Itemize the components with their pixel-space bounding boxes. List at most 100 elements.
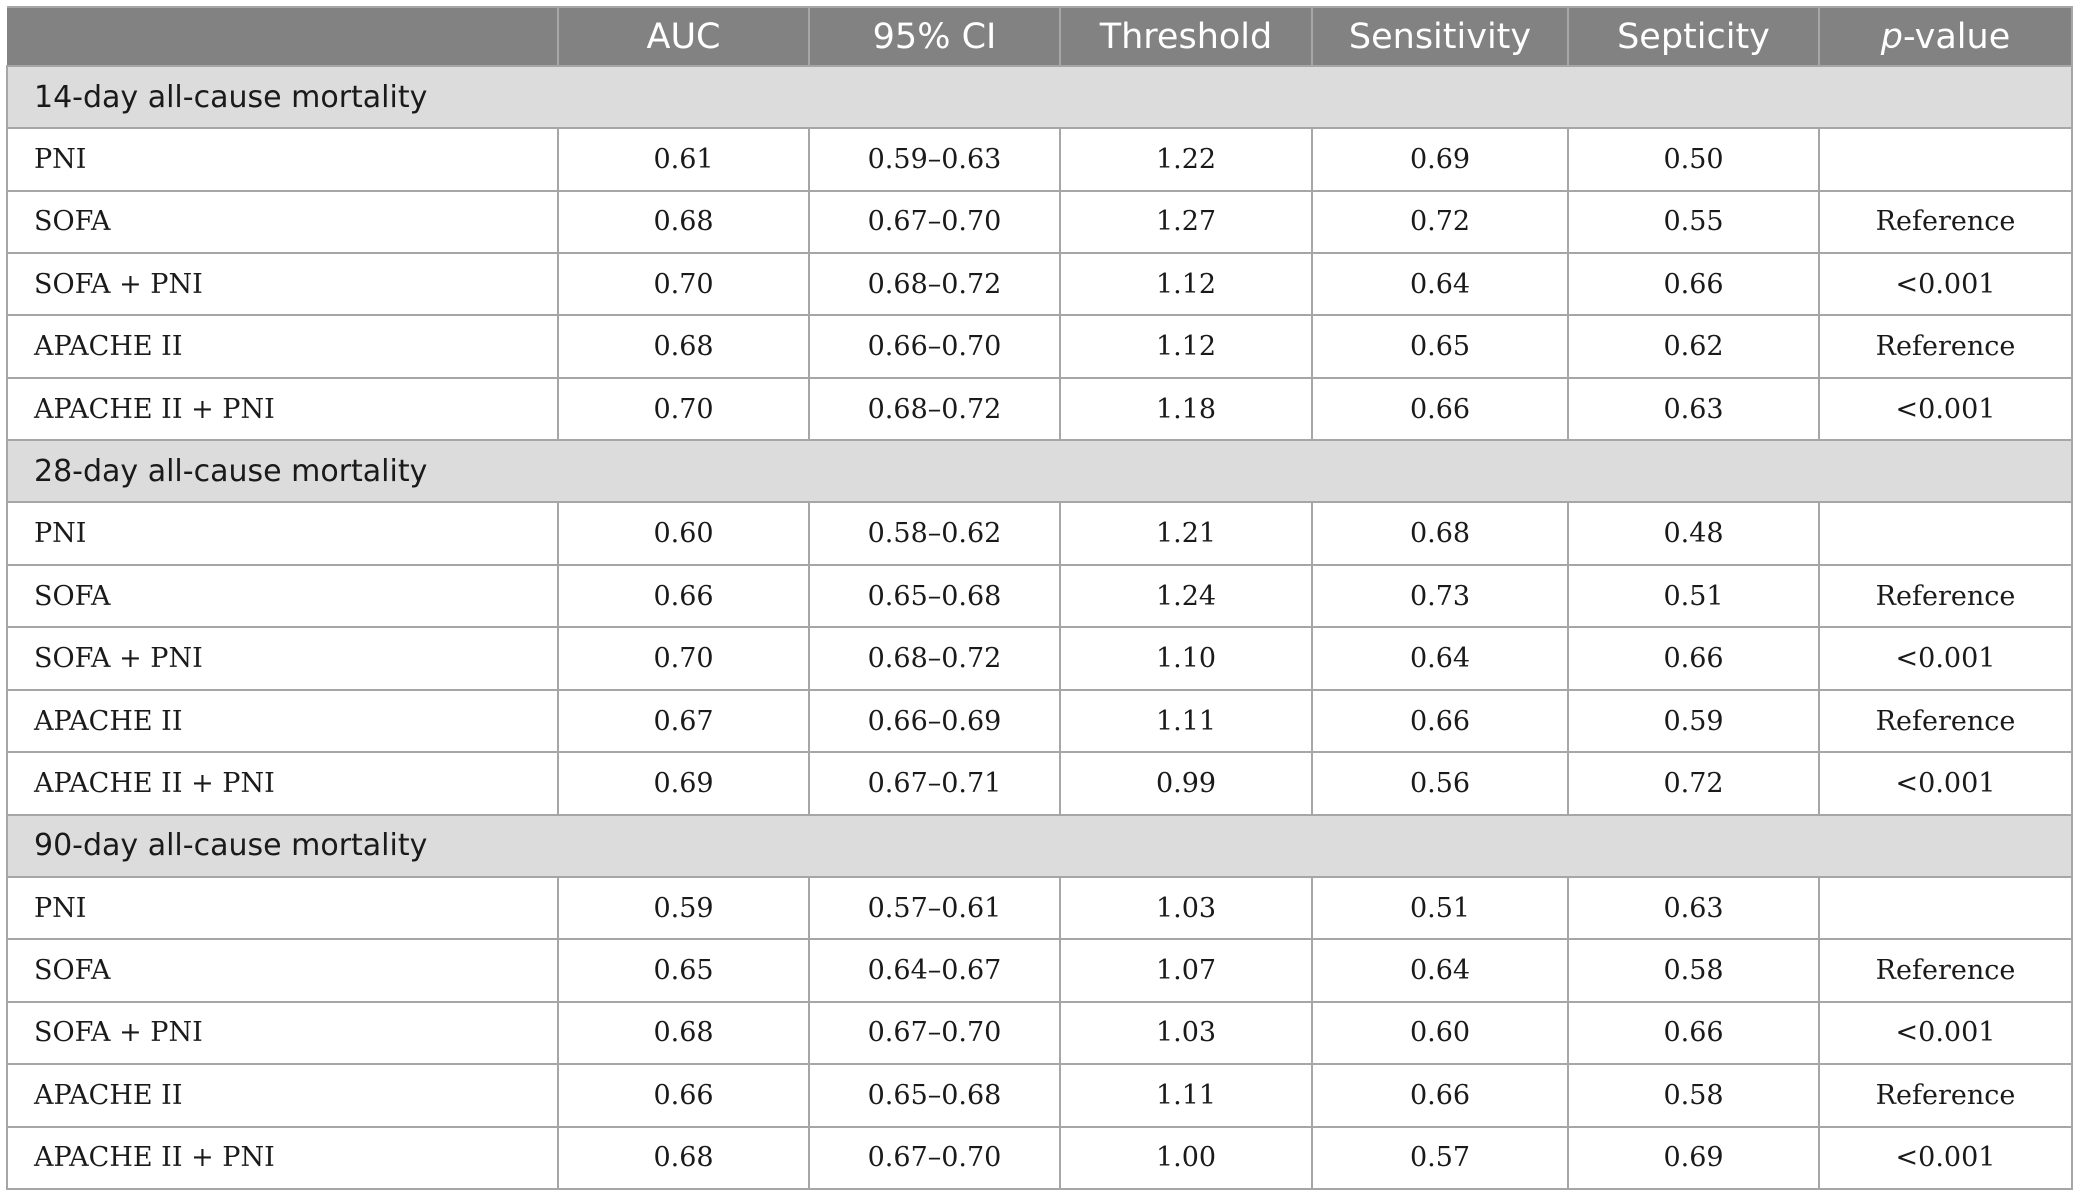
auc-cell: 0.67 <box>557 688 810 754</box>
model-name-cell: APACHE II + PNI <box>6 376 559 442</box>
95-ci-cell: 0.67–0.70 <box>808 1000 1061 1066</box>
95-ci-cell: 0.65–0.68 <box>808 1063 1061 1128</box>
threshold-cell: 1.11 <box>1059 1063 1313 1128</box>
model-name-cell: APACHE II <box>6 1063 559 1128</box>
95-ci-cell: 0.66–0.69 <box>808 688 1061 754</box>
sensitivity-cell: 0.65 <box>1311 314 1569 379</box>
septicity-cell: 0.69 <box>1567 1125 1820 1191</box>
header-95-ci: 95% CI <box>808 6 1061 67</box>
table-row: SOFA 0.65 0.64–0.67 1.07 0.64 0.58 Reference <box>6 938 2073 1003</box>
auc-cell: 0.66 <box>557 563 810 629</box>
septicity-cell: 0.59 <box>1567 688 1820 754</box>
header-threshold: Threshold <box>1059 6 1313 67</box>
threshold-cell: 1.18 <box>1059 376 1313 442</box>
table-header: AUC 95% CI Threshold Sensitivity Septici… <box>7 6 2073 67</box>
p-value-cell <box>1818 501 2073 566</box>
header-auc: AUC <box>557 6 810 67</box>
95-ci-cell: 0.58–0.62 <box>808 501 1061 566</box>
95-ci-cell: 0.68–0.72 <box>808 252 1061 317</box>
sensitivity-cell: 0.69 <box>1311 127 1569 192</box>
header-blank-cell <box>7 6 559 67</box>
septicity-cell: 0.63 <box>1567 875 1820 941</box>
threshold-cell: 1.12 <box>1059 252 1313 317</box>
p-value-cell: <0.001 <box>1818 1125 2073 1191</box>
auc-cell: 0.70 <box>557 252 810 317</box>
header-p-italic: p <box>1880 16 1903 57</box>
septicity-cell: 0.66 <box>1567 1000 1820 1066</box>
table-row: SOFA + PNI 0.68 0.67–0.70 1.03 0.60 0.66 <0.00… <box>6 1000 2073 1066</box>
header-p-value: p-value <box>1818 6 2073 67</box>
septicity-cell: 0.58 <box>1567 938 1820 1003</box>
section-header-row: 90-day all-cause mortality <box>6 813 2073 878</box>
table-row: PNI 0.59 0.57–0.61 1.03 0.51 0.63 <box>6 875 2073 941</box>
sensitivity-cell: 0.60 <box>1311 1000 1569 1066</box>
table-row: PNI 0.60 0.58–0.62 1.21 0.68 0.48 <box>6 501 2073 566</box>
header-row: AUC 95% CI Threshold Sensitivity Septici… <box>7 6 2073 67</box>
header-septicity: Septicity <box>1567 6 1820 67</box>
header-sensitivity: Sensitivity <box>1311 6 1569 67</box>
p-value-cell: <0.001 <box>1818 626 2073 691</box>
table-row: SOFA + PNI 0.70 0.68–0.72 1.12 0.64 0.66 <0.00… <box>6 252 2073 317</box>
95-ci-cell: 0.59–0.63 <box>808 127 1061 192</box>
section-title: 28-day all-cause mortality <box>6 439 2073 504</box>
threshold-cell: 1.12 <box>1059 314 1313 379</box>
95-ci-cell: 0.57–0.61 <box>808 875 1061 941</box>
auc-cell: 0.60 <box>557 501 810 566</box>
septicity-cell: 0.66 <box>1567 252 1820 317</box>
model-name-cell: APACHE II + PNI <box>6 751 559 816</box>
table-body: 14-day all-cause mortality PNI 0.61 0.59–0.… <box>6 64 2073 1191</box>
threshold-cell: 0.99 <box>1059 751 1313 816</box>
auc-cell: 0.68 <box>557 314 810 379</box>
model-name-cell: APACHE II + PNI <box>6 1125 559 1191</box>
p-value-cell: Reference <box>1818 1063 2073 1128</box>
sensitivity-cell: 0.64 <box>1311 626 1569 691</box>
auc-cell: 0.65 <box>557 938 810 1003</box>
results-table: AUC 95% CI Threshold Sensitivity Septici… <box>6 6 2073 1191</box>
p-value-cell: Reference <box>1818 314 2073 379</box>
model-name-cell: SOFA <box>6 938 559 1003</box>
septicity-cell: 0.48 <box>1567 501 1820 566</box>
model-name-cell: SOFA <box>6 189 559 255</box>
threshold-cell: 1.21 <box>1059 501 1313 566</box>
threshold-cell: 1.24 <box>1059 563 1313 629</box>
auc-cell: 0.68 <box>557 189 810 255</box>
table-row: APACHE II + PNI 0.68 0.67–0.70 1.00 0.57 0.69… <box>6 1125 2073 1191</box>
threshold-cell: 1.00 <box>1059 1125 1313 1191</box>
sensitivity-cell: 0.51 <box>1311 875 1569 941</box>
p-value-cell <box>1818 875 2073 941</box>
auc-cell: 0.66 <box>557 1063 810 1128</box>
model-name-cell: PNI <box>6 875 559 941</box>
p-value-cell: Reference <box>1818 189 2073 255</box>
sensitivity-cell: 0.66 <box>1311 1063 1569 1128</box>
95-ci-cell: 0.68–0.72 <box>808 626 1061 691</box>
threshold-cell: 1.10 <box>1059 626 1313 691</box>
model-name-cell: APACHE II <box>6 314 559 379</box>
threshold-cell: 1.11 <box>1059 688 1313 754</box>
auc-cell: 0.61 <box>557 127 810 192</box>
auc-cell: 0.69 <box>557 751 810 816</box>
section-title: 90-day all-cause mortality <box>6 813 2073 878</box>
threshold-cell: 1.03 <box>1059 1000 1313 1066</box>
model-name-cell: SOFA + PNI <box>6 252 559 317</box>
section-header-row: 14-day all-cause mortality <box>6 64 2073 130</box>
model-name-cell: PNI <box>6 501 559 566</box>
septicity-cell: 0.62 <box>1567 314 1820 379</box>
septicity-cell: 0.55 <box>1567 189 1820 255</box>
model-name-cell: PNI <box>6 127 559 192</box>
sensitivity-cell: 0.73 <box>1311 563 1569 629</box>
95-ci-cell: 0.64–0.67 <box>808 938 1061 1003</box>
sensitivity-cell: 0.66 <box>1311 688 1569 754</box>
model-name-cell: SOFA + PNI <box>6 626 559 691</box>
auc-cell: 0.68 <box>557 1000 810 1066</box>
sensitivity-cell: 0.64 <box>1311 938 1569 1003</box>
table-row: SOFA 0.66 0.65–0.68 1.24 0.73 0.51 Reference <box>6 563 2073 629</box>
95-ci-cell: 0.67–0.71 <box>808 751 1061 816</box>
sensitivity-cell: 0.68 <box>1311 501 1569 566</box>
p-value-cell: <0.001 <box>1818 376 2073 442</box>
septicity-cell: 0.51 <box>1567 563 1820 629</box>
95-ci-cell: 0.67–0.70 <box>808 189 1061 255</box>
header-p-rest: -value <box>1902 16 2011 57</box>
septicity-cell: 0.72 <box>1567 751 1820 816</box>
p-value-cell: Reference <box>1818 688 2073 754</box>
table-row: APACHE II 0.68 0.66–0.70 1.12 0.65 0.62 Refere… <box>6 314 2073 379</box>
